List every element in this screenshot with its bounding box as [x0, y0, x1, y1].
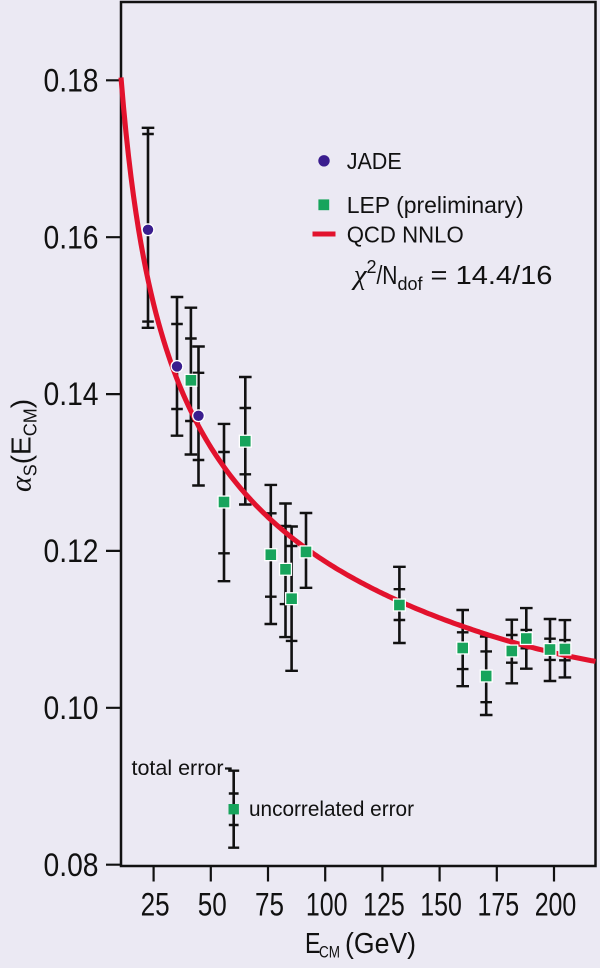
svg-text:0.18: 0.18	[44, 62, 99, 98]
svg-text:0.16: 0.16	[44, 219, 99, 255]
svg-text:100: 100	[306, 886, 348, 922]
svg-text:QCD NNLO: QCD NNLO	[347, 221, 464, 247]
svg-text:0.08: 0.08	[44, 847, 99, 883]
svg-text:75: 75	[255, 886, 284, 922]
svg-text:125: 125	[363, 886, 405, 922]
svg-text:χ2/Ndof = 14.4/16: χ2/Ndof = 14.4/16	[351, 257, 553, 294]
svg-text:50: 50	[198, 886, 227, 922]
svg-text:0.14: 0.14	[44, 376, 99, 412]
svg-text:150: 150	[420, 886, 462, 922]
svg-text:(GeV): (GeV)	[345, 928, 416, 960]
svg-text:uncorrelated error: uncorrelated error	[249, 798, 414, 821]
svg-text:total error: total error	[132, 757, 224, 780]
svg-text:200: 200	[535, 886, 577, 922]
svg-text:αS(ECM): αS(ECM)	[5, 399, 41, 492]
svg-text:25: 25	[141, 886, 170, 922]
svg-text:0.10: 0.10	[44, 690, 99, 726]
svg-text:CM: CM	[319, 944, 340, 962]
svg-text:175: 175	[478, 886, 520, 922]
svg-text:E: E	[305, 928, 321, 960]
svg-text:0.12: 0.12	[44, 533, 99, 569]
svg-text:JADE: JADE	[347, 148, 402, 174]
svg-text:LEP (preliminary): LEP (preliminary)	[347, 192, 524, 218]
